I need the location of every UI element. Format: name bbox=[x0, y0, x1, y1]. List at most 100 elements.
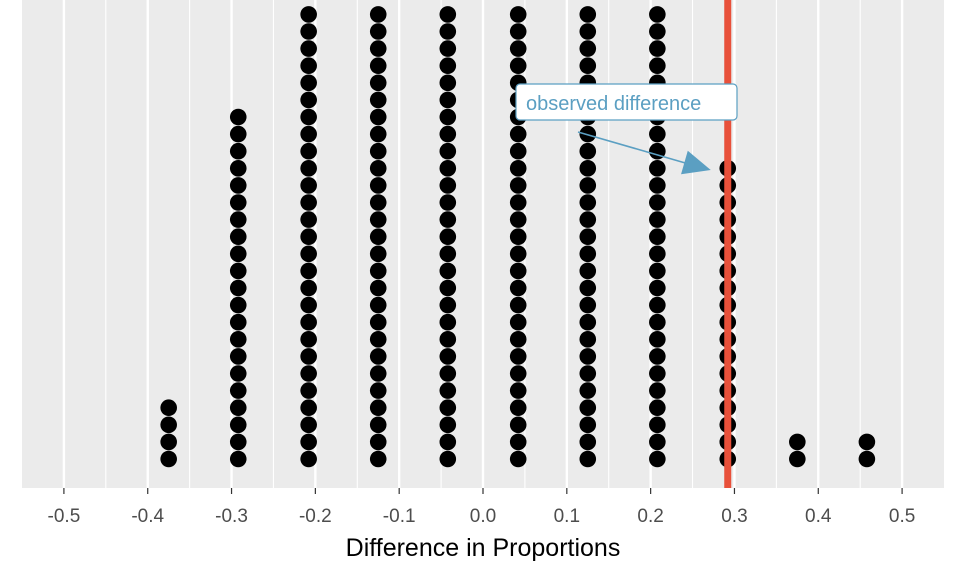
data-dot bbox=[509, 365, 527, 382]
data-dot bbox=[579, 142, 597, 160]
data-dot bbox=[160, 416, 177, 434]
data-dot bbox=[439, 57, 457, 74]
data-dot bbox=[439, 245, 457, 263]
data-dot bbox=[229, 125, 247, 143]
x-axis-ticks: -0.5 -0.4 -0.3 -0.2 -0.1 0.0 0.1 0.2 0.3 0.4 0.5 bbox=[48, 488, 915, 527]
x-tick-label: -0.1 bbox=[383, 506, 416, 527]
data-dot bbox=[509, 177, 527, 194]
x-tick-label: 0.1 bbox=[554, 506, 580, 527]
data-dot bbox=[229, 296, 247, 314]
x-tick-label: -0.4 bbox=[131, 506, 164, 527]
data-dot bbox=[509, 433, 527, 451]
data-dot bbox=[300, 296, 317, 314]
data-dot bbox=[509, 160, 527, 177]
data-dot bbox=[579, 382, 597, 399]
data-dot bbox=[300, 125, 317, 143]
data-dot bbox=[300, 177, 317, 194]
data-dot bbox=[579, 57, 597, 74]
data-dot bbox=[579, 365, 597, 382]
annotation-arrow-head bbox=[681, 150, 711, 175]
data-dot bbox=[649, 228, 666, 245]
data-dot bbox=[649, 57, 666, 74]
data-dot bbox=[369, 399, 387, 417]
data-dot bbox=[160, 450, 177, 468]
data-dot bbox=[649, 262, 666, 280]
data-dot bbox=[439, 433, 457, 451]
data-dot bbox=[579, 6, 597, 23]
data-dot bbox=[509, 6, 527, 23]
data-dot bbox=[439, 348, 457, 365]
data-dot bbox=[369, 433, 387, 451]
data-dot bbox=[579, 194, 597, 211]
data-dot bbox=[579, 262, 597, 280]
data-dot bbox=[509, 348, 527, 365]
data-dot bbox=[229, 177, 247, 194]
data-dot bbox=[439, 382, 457, 399]
data-dot bbox=[579, 23, 597, 40]
data-dot bbox=[369, 348, 387, 365]
data-dot bbox=[509, 279, 527, 297]
data-dot bbox=[300, 245, 317, 263]
data-dot bbox=[509, 313, 527, 331]
data-dot bbox=[300, 313, 317, 331]
gridlines bbox=[62, 0, 904, 488]
data-dot bbox=[649, 194, 666, 211]
data-dot bbox=[649, 450, 666, 468]
data-dot bbox=[649, 40, 666, 57]
data-dot bbox=[369, 331, 387, 348]
data-dot bbox=[369, 108, 387, 126]
data-dot bbox=[509, 382, 527, 399]
data-dot bbox=[439, 211, 457, 228]
data-dot bbox=[300, 160, 317, 177]
data-dot bbox=[509, 331, 527, 348]
data-dot bbox=[579, 211, 597, 228]
data-dot bbox=[300, 194, 317, 211]
data-dot bbox=[579, 416, 597, 434]
data-dot bbox=[369, 23, 387, 40]
data-dot bbox=[300, 74, 317, 92]
data-dot bbox=[579, 296, 597, 314]
data-dot bbox=[649, 296, 666, 314]
x-tick-label: -0.5 bbox=[48, 506, 81, 527]
x-tick-label: 0.4 bbox=[805, 506, 832, 527]
data-dot bbox=[369, 365, 387, 382]
x-tick-label: 0.2 bbox=[637, 506, 663, 527]
data-dot bbox=[369, 177, 387, 194]
annotation-label: observed difference bbox=[526, 93, 701, 115]
data-dot bbox=[579, 450, 597, 468]
data-dot bbox=[369, 245, 387, 263]
data-dot bbox=[229, 245, 247, 263]
data-dot bbox=[369, 125, 387, 143]
data-dot bbox=[229, 108, 247, 126]
data-dot bbox=[509, 125, 527, 143]
data-dot bbox=[439, 160, 457, 177]
data-dot bbox=[229, 194, 247, 211]
data-dot bbox=[579, 433, 597, 451]
data-dot bbox=[229, 399, 247, 417]
data-dot bbox=[300, 108, 317, 126]
data-dot bbox=[579, 40, 597, 57]
data-dot bbox=[439, 40, 457, 57]
data-dot bbox=[160, 399, 177, 417]
data-dot bbox=[369, 262, 387, 280]
data-dot bbox=[300, 433, 317, 451]
data-dot bbox=[509, 23, 527, 40]
data-dot bbox=[439, 74, 457, 92]
data-dot bbox=[649, 365, 666, 382]
observed-difference-annotation: observed difference bbox=[515, 83, 738, 175]
data-dot bbox=[369, 382, 387, 399]
data-dot bbox=[439, 450, 457, 468]
data-dot bbox=[300, 279, 317, 297]
data-dot bbox=[369, 296, 387, 314]
data-dot bbox=[369, 91, 387, 109]
data-dot bbox=[649, 177, 666, 194]
data-dot bbox=[439, 142, 457, 160]
data-dot bbox=[229, 416, 247, 434]
data-dot bbox=[369, 74, 387, 92]
data-dot bbox=[579, 331, 597, 348]
data-dot bbox=[439, 296, 457, 314]
data-dot bbox=[300, 40, 317, 57]
data-dot bbox=[439, 416, 457, 434]
data-dot bbox=[509, 57, 527, 74]
data-dot bbox=[439, 365, 457, 382]
